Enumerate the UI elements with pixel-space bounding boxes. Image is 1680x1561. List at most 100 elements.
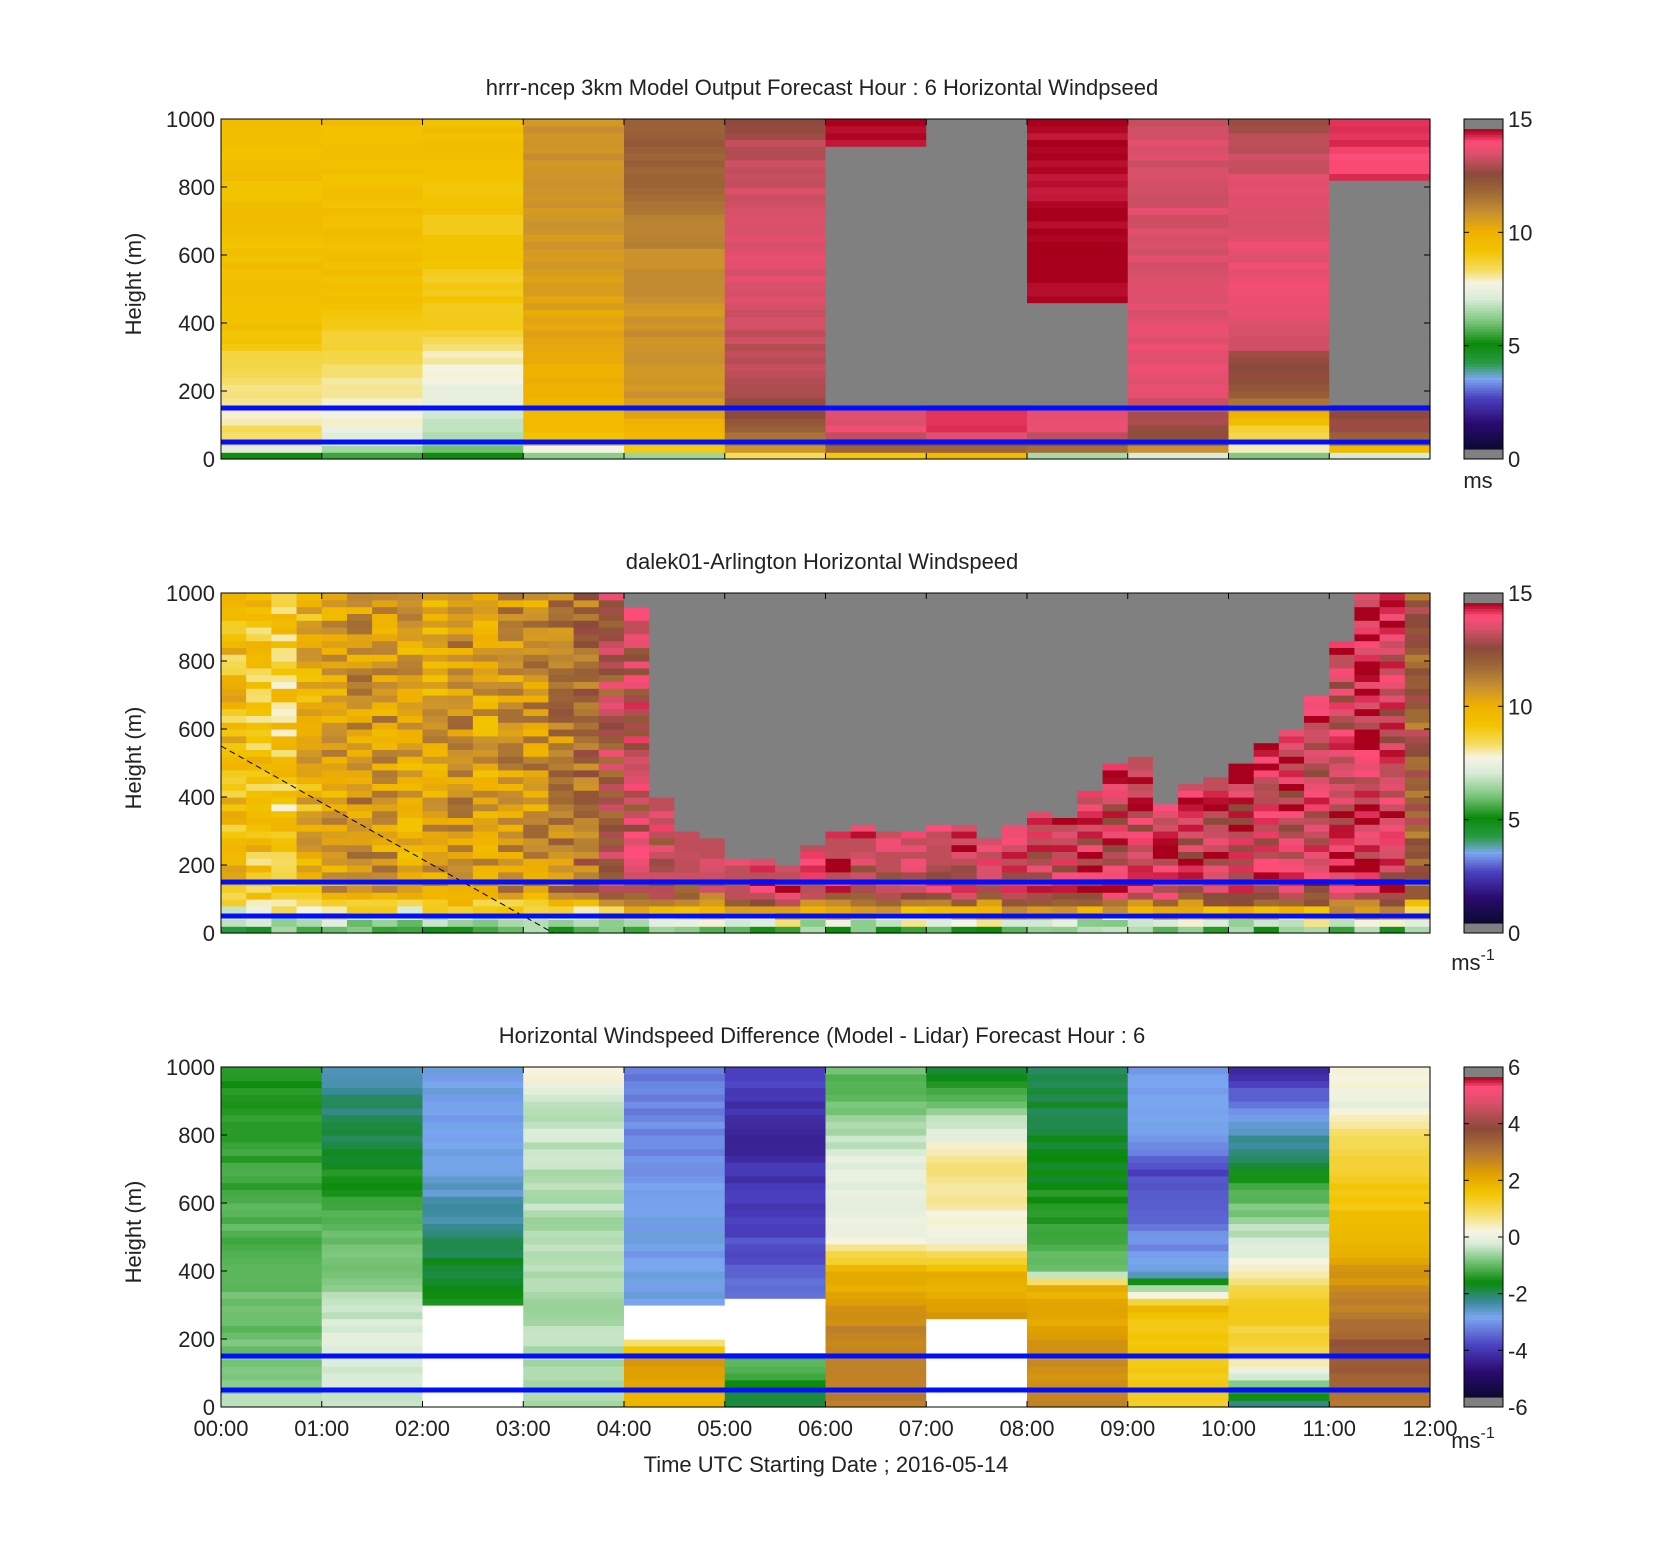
heatmap-cell — [951, 899, 978, 907]
colorbar-segment — [1464, 611, 1503, 615]
heatmap-cell — [926, 1101, 1028, 1109]
heatmap-cell — [422, 445, 524, 453]
heatmap-cell — [523, 180, 625, 188]
heatmap-cell — [1228, 431, 1330, 440]
heatmap-cell — [1253, 763, 1280, 771]
heatmap-cell — [397, 674, 424, 682]
heatmap-cell — [724, 1311, 827, 1320]
heatmap-cell — [699, 708, 726, 716]
heatmap-cell — [1052, 756, 1078, 764]
heatmap-cell — [498, 810, 524, 818]
heatmap-cell — [976, 688, 1003, 696]
heatmap-cell — [523, 1230, 625, 1238]
heatmap-cell — [1329, 627, 1356, 635]
heatmap-cell — [926, 1128, 1028, 1136]
heatmap-cell — [800, 627, 827, 635]
heatmap-cell — [1178, 722, 1204, 730]
heatmap-cell — [624, 1121, 726, 1129]
heatmap-cell — [1253, 674, 1280, 682]
heatmap-cell — [1203, 667, 1230, 676]
heatmap-cell — [1379, 905, 1406, 914]
heatmap-cell — [1228, 1250, 1330, 1258]
heatmap-column — [825, 119, 927, 460]
heatmap-cell — [397, 824, 424, 832]
heatmap-cell — [1127, 1128, 1230, 1136]
heatmap-cell — [875, 817, 902, 825]
colorbar-segment — [1464, 613, 1503, 617]
heatmap-cell — [472, 606, 499, 614]
heatmap-cell — [1404, 763, 1431, 771]
colorbar-segment — [1464, 869, 1503, 873]
heatmap-cell — [1001, 905, 1028, 914]
heatmap-cell — [598, 783, 625, 791]
heatmap-cell — [271, 824, 298, 832]
colorbar-tick-label: 15 — [1508, 581, 1532, 606]
heatmap-cell — [1127, 681, 1154, 689]
heatmap-cell — [1329, 749, 1356, 757]
colorbar-segment — [1464, 1194, 1503, 1198]
heatmap-cell — [372, 599, 398, 608]
heatmap-cell — [1203, 599, 1230, 608]
heatmap-cell — [1152, 661, 1179, 669]
colorbar-segment — [1464, 1306, 1503, 1310]
heatmap-cell — [1404, 701, 1431, 710]
colorbar-segment — [1464, 781, 1503, 785]
heatmap-cell — [447, 926, 474, 934]
heatmap-cell — [1027, 445, 1129, 453]
heatmap-cell — [1278, 919, 1305, 927]
heatmap-cell — [1027, 1067, 1129, 1075]
heatmap-cell — [1329, 309, 1431, 317]
heatmap-cell — [724, 919, 751, 927]
heatmap-cell — [1152, 599, 1179, 608]
colorbar-segment — [1464, 835, 1503, 839]
heatmap-cell — [1379, 926, 1406, 934]
colorbar-segment — [1464, 1133, 1503, 1137]
heatmap-cell — [674, 769, 701, 778]
heatmap-cell — [1027, 370, 1129, 378]
heatmap-cell — [1228, 1223, 1330, 1231]
heatmap-cell — [221, 599, 247, 608]
heatmap-cell — [775, 831, 801, 839]
heatmap-cell — [724, 125, 827, 134]
heatmap-cell — [1379, 776, 1406, 784]
heatmap-cell — [749, 899, 776, 907]
heatmap-cell — [976, 633, 1003, 642]
heatmap-cell — [271, 729, 298, 737]
heatmap-cell — [1404, 715, 1431, 723]
heatmap-cell — [1127, 865, 1154, 873]
heatmap-cell — [1329, 1284, 1431, 1292]
heatmap-cell — [875, 824, 902, 832]
colorbar-segment — [1464, 414, 1503, 418]
colorbar-segment — [1464, 326, 1503, 330]
heatmap-cell — [422, 729, 449, 737]
heatmap-cell — [321, 865, 348, 873]
heatmap-cell — [1127, 1243, 1230, 1252]
heatmap-cell — [221, 445, 323, 453]
heatmap-cell — [422, 139, 524, 147]
heatmap-cell — [1027, 1298, 1129, 1306]
heatmap-cell — [1027, 153, 1129, 161]
heatmap-cell — [775, 701, 801, 710]
heatmap-cell — [321, 817, 348, 825]
colorbar-segment — [1464, 1242, 1503, 1246]
heatmap-cell — [1228, 1366, 1330, 1374]
heatmap-cell — [699, 674, 726, 682]
heatmap-cell — [1329, 1366, 1431, 1374]
colorbar-segment — [1464, 286, 1503, 290]
heatmap-cell — [1329, 363, 1431, 372]
heatmap-cell — [1152, 613, 1179, 621]
colorbar-segment — [1464, 441, 1503, 445]
heatmap-cell — [1228, 1298, 1330, 1306]
heatmap-cell — [1027, 363, 1129, 372]
heatmap-cell — [850, 892, 877, 900]
heatmap-cell — [724, 905, 751, 914]
heatmap-cell — [422, 1379, 524, 1388]
heatmap-cell — [1077, 640, 1104, 648]
heatmap-cell — [1001, 810, 1028, 818]
heatmap-cell — [422, 817, 449, 825]
heatmap-cell — [1127, 132, 1230, 140]
heatmap-cell — [523, 1339, 625, 1347]
heatmap-cell — [825, 1114, 927, 1122]
colorbar-end — [1464, 449, 1503, 459]
heatmap-cell — [1228, 1094, 1330, 1102]
